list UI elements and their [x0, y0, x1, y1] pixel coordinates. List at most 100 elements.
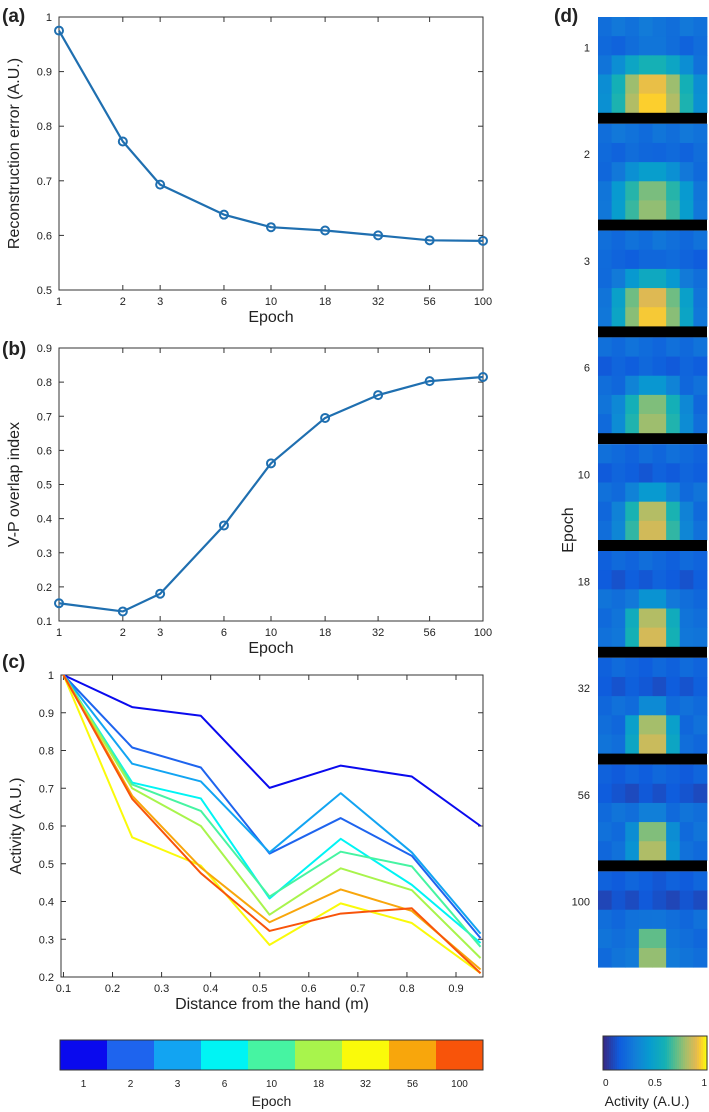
y-axis-label: V-P overlap index: [6, 422, 23, 547]
x-tick-label: 0.8: [399, 983, 414, 995]
heatmap-cell: [652, 74, 667, 95]
heatmap-cell: [598, 501, 613, 522]
heatmap-cell: [598, 123, 613, 144]
heatmap-cell: [679, 909, 694, 930]
heatmap-cell: [679, 268, 694, 289]
heatmap-cell: [693, 589, 708, 609]
heatmap-cell: [693, 162, 708, 182]
colorbar-label: 1: [81, 1079, 87, 1090]
heatmap-cell: [598, 142, 613, 163]
heatmap-cell: [598, 627, 613, 648]
heatmap-cell: [666, 268, 681, 289]
heatmap-cell: [652, 948, 667, 968]
heatmap-cell: [598, 288, 613, 308]
heatmap-cell: [693, 142, 708, 163]
heatmap-cell: [679, 764, 694, 785]
heatmap-cell: [625, 570, 640, 590]
heatmap-cell: [679, 551, 694, 571]
heatmap-cell: [638, 230, 653, 251]
heatmap-cell: [679, 162, 694, 182]
colorbar-gradient-step: [695, 1036, 698, 1070]
heatmap-cell: [652, 783, 667, 804]
x-tick-label: 0.4: [203, 983, 218, 995]
y-axis-label: Activity (A.U.): [8, 778, 25, 875]
heatmap-cell: [638, 181, 653, 201]
y-tick-label: 0.5: [39, 859, 54, 871]
heatmap-cell: [598, 715, 613, 735]
heatmap-cell: [598, 307, 613, 327]
colorbar-gradient-step: [613, 1036, 616, 1070]
heatmap-cell: [652, 288, 667, 308]
heatmap-cell: [652, 676, 667, 697]
heatmap-cell: [679, 734, 694, 754]
heatmap-cell: [638, 627, 653, 648]
heatmap-cell: [693, 356, 708, 377]
heatmap-cell: [652, 589, 667, 609]
y-tick-label: 0.6: [37, 230, 52, 242]
heatmap-cell: [652, 230, 667, 251]
x-tick-label: 6: [221, 296, 227, 308]
heatmap-cell: [693, 74, 708, 95]
heatmap-cell: [679, 337, 694, 357]
heatmap-cell: [638, 802, 653, 823]
y-tick-label: 0.9: [37, 67, 52, 79]
colorbar-tick-label: 0.5: [648, 1078, 662, 1089]
heatmap-cell: [611, 841, 626, 861]
heatmap-cell: [652, 822, 667, 842]
heatmap-cell: [625, 715, 640, 735]
heatmap-cell: [693, 871, 708, 891]
heatmap-cell: [625, 909, 640, 930]
heatmap-cell: [638, 268, 653, 289]
heatmap-cell: [666, 181, 681, 201]
heatmap-cell: [598, 249, 613, 270]
heatmap-cell: [625, 841, 640, 861]
colorbar-gradient-step: [621, 1036, 624, 1070]
heatmap-cell: [693, 501, 708, 522]
x-tick-label: 3: [157, 627, 163, 639]
heatmap-cell: [625, 17, 640, 37]
heatmap-cell: [693, 822, 708, 842]
heatmap-cell: [638, 414, 653, 434]
heatmap-cell: [666, 307, 681, 327]
heatmap-cell: [625, 783, 640, 804]
colorbar-gradient-step: [679, 1036, 682, 1070]
heatmap-cell: [598, 230, 613, 251]
heatmap-cell: [598, 181, 613, 201]
colorbar-gradient-step: [701, 1036, 704, 1070]
heatmap-cell: [693, 463, 708, 483]
y-tick-label: 0.8: [37, 121, 52, 133]
heatmap-cell: [638, 337, 653, 357]
heatmap-cell: [598, 414, 613, 434]
heatmap-cell: [625, 181, 640, 201]
heatmap-cell: [693, 764, 708, 785]
heatmap-cell: [611, 394, 626, 415]
heatmap-cell: [625, 764, 640, 785]
x-tick-label: 0.2: [105, 983, 120, 995]
x-tick-label: 2: [120, 627, 126, 639]
colorbar-title: Activity (A.U.): [605, 1093, 690, 1109]
heatmap-cell: [598, 463, 613, 483]
heatmap-cell: [679, 463, 694, 483]
heatmap-cell: [666, 871, 681, 891]
y-tick-label: 0.4: [37, 514, 52, 526]
heatmap-cell: [611, 871, 626, 891]
x-tick-label: 10: [265, 627, 277, 639]
heatmap-cell: [693, 55, 708, 75]
heatmap-cell: [666, 36, 681, 56]
heatmap-cell: [652, 162, 667, 182]
heatmap-cell: [611, 608, 626, 629]
heatmap-cell: [638, 734, 653, 754]
heatmap-cell: [693, 715, 708, 735]
panel-c-epoch-colorbar: 1 2 3 6 10 18 32 56 100 Epoch: [59, 1039, 484, 1109]
heatmap-cell: [611, 627, 626, 648]
colorbar-gradient-step: [635, 1036, 638, 1070]
heatmap-cell: [652, 482, 667, 503]
data-point: [266, 222, 276, 233]
colorbar-gradient-step: [637, 1036, 640, 1070]
heatmap-cell: [652, 520, 667, 541]
series-line-epoch-series: [58, 375, 484, 613]
heatmap-cell: [666, 657, 681, 678]
data-point: [478, 235, 488, 246]
y-tick-label: 1: [46, 12, 52, 24]
colorbar-gradient-step: [667, 1036, 670, 1070]
